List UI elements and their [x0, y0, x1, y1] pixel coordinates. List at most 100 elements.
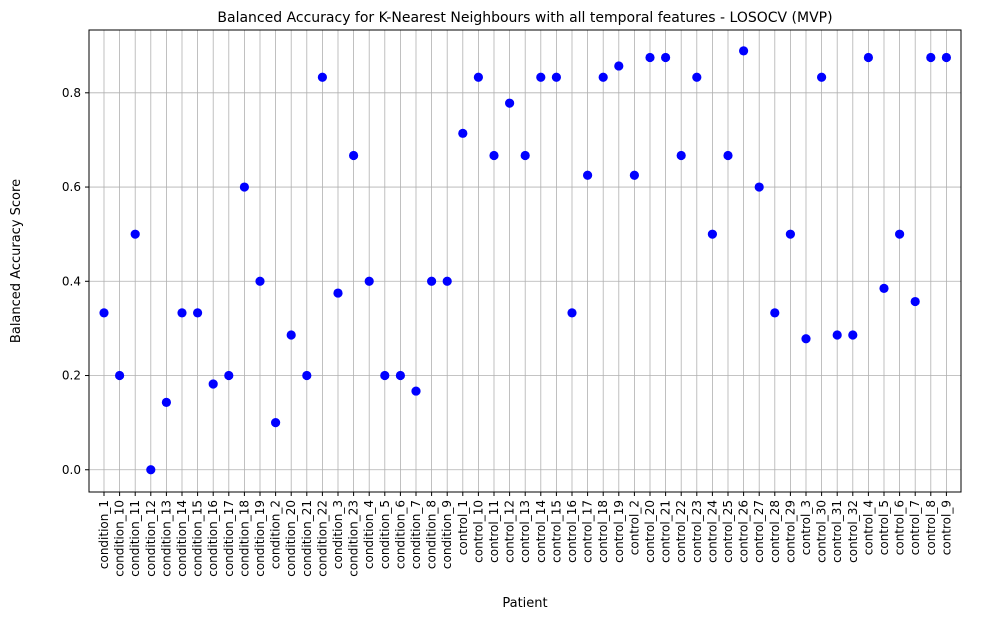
data-point	[505, 98, 515, 108]
data-point	[739, 46, 749, 56]
x-tick-label: control_27	[752, 500, 766, 563]
x-tick-label: control_28	[768, 500, 782, 563]
x-axis: condition_1 condition_10 condition_11 condi…	[97, 492, 953, 577]
data-point	[910, 296, 920, 307]
x-tick-label: control_4	[861, 500, 875, 555]
chart-title: Balanced Accuracy for K-Nearest Neighbou…	[217, 10, 832, 26]
data-point	[302, 370, 312, 381]
x-tick-label: control_29	[783, 500, 797, 563]
data-point	[395, 370, 405, 381]
x-tick-label: condition_15	[191, 500, 205, 577]
data-point	[271, 418, 281, 428]
data-point	[286, 330, 296, 340]
x-tick-label: control_11	[487, 500, 501, 563]
x-tick-label: condition_16	[206, 500, 220, 577]
data-point	[536, 72, 546, 82]
y-axis: 0.0 0.2 0.4 0.6 0.8	[62, 86, 89, 477]
y-tick-label: 0.4	[62, 274, 81, 288]
x-tick-label: control_7	[908, 500, 922, 555]
x-tick-label: control_21	[659, 500, 673, 563]
x-tick-label: condition_3	[331, 500, 345, 569]
x-tick-label: control_23	[690, 500, 704, 563]
x-tick-label: condition_21	[300, 500, 314, 577]
x-tick-label: control_30	[815, 500, 829, 563]
data-point	[364, 276, 374, 286]
data-point	[785, 229, 796, 239]
x-tick-label: condition_13	[159, 500, 173, 577]
data-point	[692, 72, 702, 82]
x-tick-label: condition_9	[440, 500, 454, 569]
data-point	[770, 308, 780, 318]
data-point	[458, 128, 468, 138]
data-point	[130, 229, 140, 239]
x-tick-label: control_2	[627, 500, 641, 555]
x-tick-label: condition_19	[253, 500, 267, 577]
data-point	[224, 370, 234, 381]
x-tick-label: condition_20	[284, 500, 298, 577]
x-tick-label: condition_14	[175, 500, 189, 577]
x-tick-label: condition_23	[347, 500, 361, 577]
data-point	[723, 150, 733, 161]
x-tick-label: control_31	[830, 500, 844, 563]
data-point	[832, 330, 842, 340]
data-point	[598, 72, 608, 82]
data-point	[489, 150, 499, 161]
data-point	[645, 52, 655, 63]
x-tick-label: condition_6	[393, 500, 407, 569]
data-point	[193, 308, 203, 318]
data-point	[411, 386, 421, 396]
x-tick-label: control_24	[705, 500, 719, 563]
x-tick-label: control_32	[846, 500, 860, 563]
data-point	[208, 379, 218, 389]
data-point	[863, 52, 874, 63]
x-tick-label: condition_12	[144, 500, 158, 577]
data-point	[239, 182, 249, 192]
x-tick-label: condition_2	[269, 500, 283, 569]
data-point	[442, 276, 452, 286]
data-point	[567, 308, 577, 318]
data-point	[99, 308, 109, 318]
x-tick-label: condition_11	[128, 500, 142, 577]
x-tick-label: control_13	[518, 500, 532, 563]
data-point	[146, 465, 156, 475]
x-tick-label: control_10	[471, 500, 485, 563]
x-tick-label: condition_17	[222, 500, 236, 577]
data-point	[427, 276, 437, 286]
x-tick-label: control_12	[503, 500, 517, 563]
y-axis-label: Balanced Accuracy Score	[9, 179, 24, 343]
y-tick-label: 0.0	[62, 463, 81, 477]
data-point	[161, 397, 171, 407]
plot-frame	[88, 29, 962, 493]
data-point	[551, 72, 562, 82]
x-tick-label: control_26	[737, 500, 751, 563]
x-tick-label: control_22	[674, 500, 688, 563]
data-point	[817, 72, 827, 82]
x-tick-label: control_25	[721, 500, 735, 563]
x-tick-label: control_16	[565, 500, 579, 563]
data-point	[349, 150, 359, 161]
data-point	[754, 182, 764, 192]
data-point	[317, 72, 327, 82]
data-point	[629, 170, 640, 180]
data-point	[801, 334, 811, 344]
x-tick-label: condition_1	[97, 500, 111, 569]
x-tick-label: condition_7	[409, 500, 423, 569]
x-tick-label: control_15	[549, 500, 563, 563]
data-point	[473, 72, 483, 82]
x-tick-label: control_9	[939, 500, 953, 555]
x-tick-label: control_18	[596, 500, 610, 563]
x-tick-label: control_17	[581, 500, 595, 563]
data-point	[676, 150, 686, 161]
x-tick-label: condition_5	[378, 500, 392, 569]
data-points	[99, 46, 952, 475]
y-tick-label: 0.8	[62, 86, 81, 100]
x-tick-label: control_6	[893, 500, 907, 555]
data-point	[848, 330, 858, 340]
x-tick-label: control_3	[799, 500, 813, 555]
x-tick-label: control_14	[534, 500, 548, 563]
data-point	[255, 276, 265, 286]
y-tick-label: 0.6	[62, 180, 81, 194]
x-tick-label: control_19	[612, 500, 626, 563]
data-point	[583, 170, 593, 180]
